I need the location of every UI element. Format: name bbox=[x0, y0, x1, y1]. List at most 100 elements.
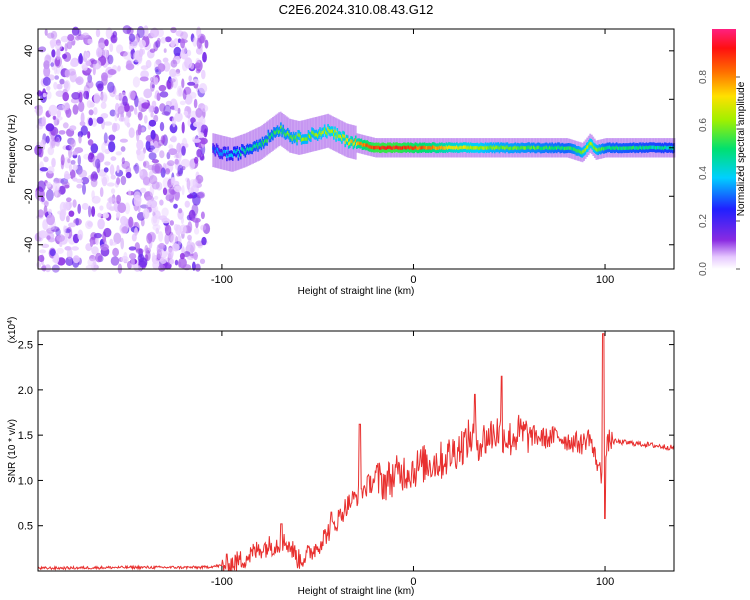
spectrogram-noise-blob bbox=[60, 209, 67, 217]
spectrogram-ridge-peak bbox=[446, 146, 449, 150]
spectrogram-noise-blob bbox=[174, 185, 182, 193]
spectrogram-noise-blob bbox=[187, 234, 192, 241]
spectrogram-noise-blob bbox=[202, 223, 211, 235]
spectrogram-ridge-peak bbox=[235, 150, 237, 155]
spectrogram-noise-blob bbox=[182, 89, 187, 100]
spectrogram-noise-blob bbox=[56, 247, 64, 254]
spectrogram-noise-blob bbox=[120, 175, 127, 186]
spectrogram-ridge-peak bbox=[370, 145, 373, 150]
spectrogram-ridge-peak bbox=[433, 145, 435, 149]
y-tick-label: 2.0 bbox=[18, 385, 33, 397]
spectrogram-ridge-peak bbox=[415, 146, 418, 150]
spectrogram-ridge-peak bbox=[641, 146, 643, 150]
spectrogram-ridge-peak bbox=[300, 138, 303, 142]
spectrogram-noise-blob bbox=[179, 100, 186, 106]
spectrogram-ridge-peak bbox=[605, 146, 607, 150]
spectrogram-noise-blob bbox=[84, 52, 90, 59]
spectrogram-noise-blob bbox=[111, 122, 118, 133]
spectrogram-noise-blob bbox=[106, 182, 115, 187]
spectrogram-ridge-peak bbox=[229, 153, 232, 157]
spectrogram-noise-blob bbox=[180, 31, 189, 40]
spectrogram-ridge-peak bbox=[566, 146, 568, 150]
spectrogram-noise-blob bbox=[51, 139, 56, 149]
spectrogram-noise-blob bbox=[187, 187, 195, 194]
spectrogram-noise-blob bbox=[49, 249, 56, 257]
spectrogram-ridge-peak bbox=[587, 145, 589, 149]
spectrogram-ridge-peak bbox=[442, 146, 444, 150]
spectrogram-ridge-peak bbox=[572, 147, 574, 151]
spectrogram-noise-blob bbox=[116, 194, 121, 205]
spectrogram-noise-blob bbox=[110, 256, 120, 266]
spectrogram-ridge-peak bbox=[574, 147, 576, 152]
spectrogram-noise-blob bbox=[83, 90, 89, 100]
spectrogram-ridge-peak bbox=[650, 145, 652, 149]
spectrogram-ridge-peak bbox=[606, 145, 609, 150]
spectrogram-noise-blob bbox=[52, 115, 56, 120]
spectrogram-x-ticks: -100 0 100 bbox=[211, 29, 614, 286]
spectrogram-noise-blob bbox=[42, 76, 51, 86]
spectrogram-noise-blob bbox=[142, 208, 150, 220]
spectrogram-ridge-peak bbox=[273, 130, 275, 134]
spectrogram-noise-blob bbox=[181, 185, 185, 196]
spectrogram-noise-blob bbox=[37, 180, 46, 192]
spectrogram-noise-blob bbox=[54, 185, 58, 198]
spectrogram-noise-blob bbox=[190, 117, 196, 124]
spectrogram-ridge-peak bbox=[413, 146, 416, 150]
spectrogram-noise-blob bbox=[42, 219, 48, 231]
spectrogram-noise-blob bbox=[45, 181, 52, 188]
spectrogram-noise-blob bbox=[107, 54, 114, 65]
spectrogram-noise-blob bbox=[148, 105, 154, 114]
spectrogram-ridge-peak bbox=[533, 145, 535, 149]
spectrogram-noise-blob bbox=[174, 112, 183, 122]
spectrogram-ridge-peak bbox=[646, 146, 649, 150]
spectrogram-noise-blob bbox=[54, 55, 62, 68]
x-tick-label: 100 bbox=[596, 576, 614, 588]
spectrogram-ridge-peak bbox=[241, 147, 243, 151]
spectrogram-ridge-peak bbox=[391, 146, 394, 150]
spectrogram-ridge-peak bbox=[354, 138, 357, 143]
spectrogram-noise-blob bbox=[140, 187, 147, 193]
spectrogram-noise-blob bbox=[147, 199, 153, 206]
spectrogram-ridge-peak bbox=[550, 146, 552, 151]
spectrogram-ridge-peak bbox=[583, 149, 586, 153]
spectrogram-ridge-peak bbox=[645, 145, 648, 149]
spectrogram-noise-blob bbox=[46, 85, 51, 91]
spectrogram-noise-blob bbox=[188, 209, 196, 221]
spectrogram-ridge-peak bbox=[454, 146, 457, 150]
spectrogram-noise-blob bbox=[102, 212, 110, 219]
x-tick-label: -100 bbox=[211, 274, 233, 286]
spectrogram-noise-blob bbox=[43, 66, 51, 78]
spectrogram-ridge-peak bbox=[291, 137, 294, 141]
spectrogram-noise-blob bbox=[186, 194, 194, 199]
spectrogram-ridge-peak bbox=[556, 146, 558, 150]
spectrogram-noise-blob bbox=[168, 144, 174, 150]
spectrogram-ridge-peak bbox=[476, 145, 479, 150]
spectrogram-ridge-peak bbox=[551, 145, 553, 149]
spectrogram-noise-blob bbox=[184, 143, 189, 148]
spectrogram-noise-blob bbox=[128, 43, 134, 51]
spectrogram-noise-blob bbox=[91, 206, 96, 217]
spectrogram-noise-blob bbox=[169, 123, 178, 134]
spectrogram-ridge-peak bbox=[296, 138, 298, 143]
spectrogram-ridge-peak bbox=[306, 137, 309, 141]
spectrogram-noise-blob bbox=[42, 264, 47, 272]
spectrogram-ridge-peak bbox=[510, 146, 512, 150]
spectrogram-ridge-peak bbox=[672, 146, 674, 151]
spectrogram-ridge-peak bbox=[487, 145, 489, 150]
spectrogram-ridge-peak bbox=[379, 146, 381, 150]
spectrogram-noise-blob bbox=[203, 129, 208, 138]
spectrogram-noise-blob bbox=[101, 142, 106, 153]
spectrogram-ridge-peak bbox=[450, 145, 452, 150]
spectrogram-ridge-peak bbox=[421, 145, 424, 150]
spectrogram-ridge-peak bbox=[452, 146, 455, 150]
spectrogram-noise-blob bbox=[158, 264, 166, 272]
spectrogram-ridge-peak bbox=[238, 150, 241, 154]
spectrogram-ridge-peak bbox=[364, 143, 366, 147]
spectrogram-noise-blob bbox=[117, 202, 127, 214]
spectrogram-noise-blob bbox=[108, 134, 116, 141]
spectrogram-ridge-peak bbox=[462, 145, 465, 149]
spectrogram-ridge-peak bbox=[537, 145, 540, 150]
spectrogram-noise-blob bbox=[200, 224, 207, 231]
spectrogram-noise-blob bbox=[165, 100, 172, 107]
